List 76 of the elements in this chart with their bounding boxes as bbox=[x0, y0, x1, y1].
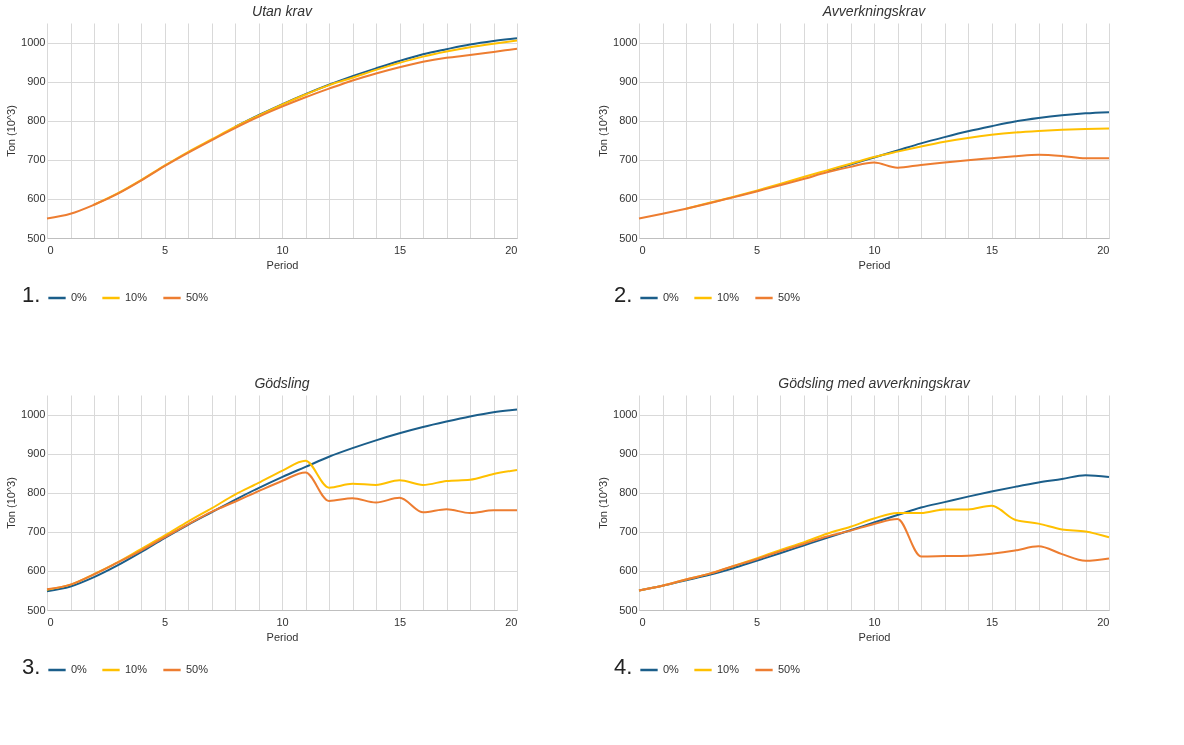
x-tick-label: 15 bbox=[985, 615, 999, 628]
chart-title: Utan krav bbox=[252, 3, 313, 19]
y-tick-label: 900 bbox=[27, 75, 46, 88]
y-tick-label: 600 bbox=[619, 564, 638, 577]
legend-label: 50% bbox=[186, 291, 209, 303]
x-tick-label: 0 bbox=[639, 615, 646, 628]
y-tick-label: 900 bbox=[27, 447, 46, 460]
text: 2. bbox=[614, 282, 633, 308]
y-tick-label: 500 bbox=[619, 603, 638, 616]
y-tick-label: 1000 bbox=[613, 36, 638, 49]
line-series bbox=[46, 47, 518, 220]
x-tick-label: 20 bbox=[1097, 615, 1110, 628]
y-tick-label: 900 bbox=[619, 447, 638, 460]
line-series bbox=[93, 39, 518, 206]
y-tick-label: 600 bbox=[27, 564, 46, 577]
y-tick-label: 1000 bbox=[21, 36, 46, 49]
y-tick-label: 1000 bbox=[21, 408, 46, 421]
y-tick-label: 800 bbox=[27, 114, 46, 127]
x-axis-title: Period bbox=[858, 258, 891, 271]
y-axis-title: Ton (10^3) bbox=[5, 477, 18, 529]
legend-label: 50% bbox=[778, 291, 801, 303]
text: 4. bbox=[614, 654, 633, 680]
x-tick-label: 15 bbox=[393, 615, 407, 628]
x-tick-label: 10 bbox=[276, 615, 289, 628]
line-series bbox=[638, 153, 1110, 220]
y-tick-label: 900 bbox=[619, 75, 638, 88]
y-tick-label: 500 bbox=[27, 603, 46, 616]
x-tick-label: 10 bbox=[868, 615, 881, 628]
y-tick-label: 500 bbox=[619, 231, 638, 244]
x-tick-label: 5 bbox=[161, 615, 169, 628]
x-tick-label: 0 bbox=[47, 615, 54, 628]
y-tick-label: 600 bbox=[27, 192, 46, 205]
y-axis-title: Ton (10^3) bbox=[5, 105, 18, 157]
y-tick-label: 600 bbox=[619, 192, 638, 205]
y-axis-title: Ton (10^3) bbox=[597, 105, 610, 157]
legend-label: 10% bbox=[717, 291, 740, 303]
y-tick-label: 700 bbox=[619, 525, 638, 538]
y-tick-label: 700 bbox=[27, 153, 46, 166]
text: 1. bbox=[22, 282, 41, 308]
y-tick-label: 800 bbox=[619, 486, 638, 499]
x-tick-label: 5 bbox=[753, 243, 761, 256]
x-tick-label: 15 bbox=[393, 243, 407, 256]
x-tick-label: 0 bbox=[47, 243, 54, 256]
chart-title: Avverkningskrav bbox=[821, 3, 927, 19]
legend-label: 0% bbox=[71, 291, 88, 303]
y-tick-label: 700 bbox=[619, 153, 638, 166]
x-tick-label: 5 bbox=[161, 243, 169, 256]
legend-label: 0% bbox=[663, 663, 680, 675]
x-tick-label: 15 bbox=[985, 243, 999, 256]
chart-title: Gödsling bbox=[254, 375, 310, 391]
x-tick-label: 0 bbox=[639, 243, 646, 256]
x-tick-label: 10 bbox=[276, 243, 289, 256]
line-series bbox=[46, 408, 518, 593]
y-tick-label: 1000 bbox=[613, 408, 638, 421]
legend-label: 50% bbox=[186, 663, 209, 675]
legend-label: 10% bbox=[717, 663, 740, 675]
x-tick-label: 10 bbox=[868, 243, 881, 256]
x-axis-title: Period bbox=[266, 258, 299, 271]
text: 3. bbox=[22, 654, 41, 680]
y-tick-label: 800 bbox=[619, 114, 638, 127]
x-axis-title: Period bbox=[858, 630, 891, 643]
legend-label: 50% bbox=[778, 663, 801, 675]
legend-label: 0% bbox=[71, 663, 88, 675]
x-tick-label: 20 bbox=[505, 243, 518, 256]
x-axis-title: Period bbox=[266, 630, 299, 643]
y-tick-label: 700 bbox=[27, 525, 46, 538]
y-tick-label: 500 bbox=[27, 231, 46, 244]
legend-label: 0% bbox=[663, 291, 680, 303]
x-tick-label: 20 bbox=[1097, 243, 1110, 256]
y-axis-title: Ton (10^3) bbox=[597, 477, 610, 529]
x-tick-label: 5 bbox=[753, 615, 761, 628]
legend-label: 10% bbox=[125, 291, 148, 303]
legend-label: 10% bbox=[125, 663, 148, 675]
chart-title: Gödsling med avverkningskrav bbox=[778, 375, 971, 391]
y-tick-label: 800 bbox=[27, 486, 46, 499]
x-tick-label: 20 bbox=[505, 615, 518, 628]
